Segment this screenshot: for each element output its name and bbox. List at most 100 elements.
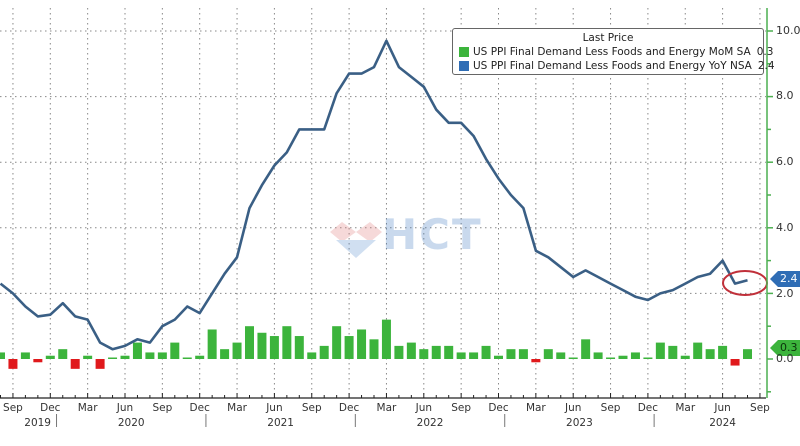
mom-bar [381,319,391,359]
legend-label: US PPI Final Demand Less Foods and Energ… [473,46,751,58]
y-tick: 6.0 [776,155,794,168]
mom-bar [108,357,118,359]
x-tick-label: Mar [675,402,696,414]
mom-bar [269,336,279,359]
mom-bar [643,357,653,359]
mom-bar [456,352,466,359]
x-year-label: 2019 [24,417,51,429]
mom-bar [319,345,329,359]
mom-bar [630,352,640,359]
mom-bar [220,349,230,359]
mom-bar [344,336,354,359]
x-tick-label: Jun [714,402,731,414]
mom-bar [743,349,752,359]
mom-bar [618,355,628,359]
mom-bar [282,326,292,359]
mom-bar [170,342,180,359]
mom-bar [730,359,740,366]
mom-bar [120,355,130,359]
mom-bar [257,332,267,359]
x-tick-label: Mar [77,402,98,414]
mom-bar [357,329,367,359]
x-tick-label: Dec [338,402,360,414]
mom-bar [506,349,516,359]
mom-bar [543,349,553,359]
mom-bar [145,352,155,359]
y-tick: 4.0 [776,221,794,234]
mom-bar [655,342,665,359]
x-tick-label: Jun [266,402,283,414]
mom-bar [606,357,616,359]
mom-bar [431,345,441,359]
x-year-label: 2023 [566,417,593,429]
mom-bar [531,359,541,363]
mom-bar [481,345,491,359]
x-tick-label: Sep [750,402,770,414]
mom-bar [232,342,242,359]
x-year-label: 2020 [117,417,145,429]
y-tick: 8.0 [776,89,794,102]
yoy-line [0,39,748,351]
green-swatch-icon [459,47,469,57]
mom-bar [556,352,566,359]
mom-bar [45,355,55,359]
x-tick-label: Dec [637,402,659,414]
x-year-label: 2022 [416,417,444,429]
y-tick: 2.0 [776,287,794,300]
legend: Last Price US PPI Final Demand Less Food… [452,28,775,75]
grid-lines [0,8,766,398]
mom-bar [581,339,591,359]
x-tick-label: Mar [525,402,546,414]
legend-item-yoy: US PPI Final Demand Less Foods and Energ… [459,59,775,73]
mom-bar [369,339,379,359]
mom-bar [182,357,192,359]
mom-bar [668,345,678,359]
x-tick-label: Sep [152,402,173,414]
mom-bar [157,352,167,359]
x-tick-label: Dec [189,402,210,414]
mom-bar [294,336,304,359]
mom-bar [693,342,703,359]
legend-value: 2.4 [757,60,775,72]
mom-bar [95,359,105,369]
mom-bar [207,329,217,359]
x-tick-label: Jun [564,402,582,414]
mom-bar [33,359,43,363]
mom-bar [132,342,142,359]
x-year-label: 2021 [267,417,294,429]
mom-bar [0,352,5,359]
x-tick-label: Jun [116,402,134,414]
x-tick-label: Sep [451,402,472,414]
blue-swatch-icon [459,61,469,71]
mom-bar [245,326,254,359]
mom-bar [307,352,317,359]
mom-bar [494,355,503,359]
mom-bar [444,345,454,359]
x-tick-label: Dec [488,402,509,414]
watermark-text: HCT [382,210,483,259]
x-tick-label: Sep [600,402,621,414]
y-tick: 10.0 [776,24,800,37]
mom-bars [0,319,752,369]
axes [0,8,773,427]
mom-bar [406,342,416,359]
watermark: HCT [330,210,481,262]
last-value-tag-mom: 0.3 [770,340,800,356]
x-year-label: 2024 [709,417,736,429]
mom-bar [718,345,728,359]
mom-bar [70,359,80,369]
x-tick-label: Dec [40,402,61,414]
x-tick-label: Sep [3,402,23,414]
mom-bar [568,357,578,359]
mom-bar [518,349,528,359]
mom-bar [195,355,205,359]
x-tick-label: Mar [376,402,397,414]
mom-bar [593,352,603,359]
mom-bar [58,349,68,359]
legend-item-mom: US PPI Final Demand Less Foods and Energ… [459,45,773,59]
mom-bar [332,326,342,359]
x-tick-label: Sep [301,402,322,414]
mom-bar [20,352,30,359]
x-tick-label: Mar [227,402,247,414]
